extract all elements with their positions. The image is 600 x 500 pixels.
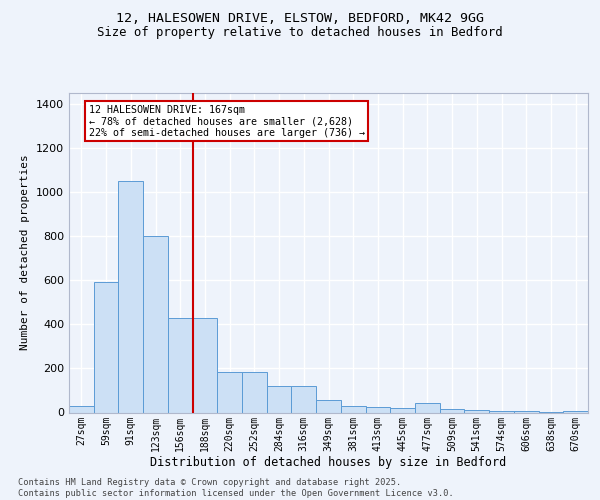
Bar [464,410,489,412]
Text: 12 HALESOWEN DRIVE: 167sqm
← 78% of detached houses are smaller (2,628)
22% of s: 12 HALESOWEN DRIVE: 167sqm ← 78% of deta… [89,104,365,138]
Text: Size of property relative to detached houses in Bedford: Size of property relative to detached ho… [97,26,503,39]
Bar [415,402,440,412]
Bar [267,386,292,412]
Bar [440,408,464,412]
Bar [94,282,118,412]
Bar [193,318,217,412]
Bar [168,318,193,412]
Text: Contains HM Land Registry data © Crown copyright and database right 2025.
Contai: Contains HM Land Registry data © Crown c… [18,478,454,498]
Bar [341,406,365,412]
Bar [390,408,415,412]
X-axis label: Distribution of detached houses by size in Bedford: Distribution of detached houses by size … [151,456,506,469]
Bar [217,372,242,412]
Bar [118,181,143,412]
Bar [242,372,267,412]
Y-axis label: Number of detached properties: Number of detached properties [20,154,31,350]
Bar [143,236,168,412]
Bar [69,406,94,412]
Bar [365,407,390,412]
Bar [316,400,341,412]
Text: 12, HALESOWEN DRIVE, ELSTOW, BEDFORD, MK42 9GG: 12, HALESOWEN DRIVE, ELSTOW, BEDFORD, MK… [116,12,484,26]
Bar [292,386,316,412]
Bar [489,410,514,412]
